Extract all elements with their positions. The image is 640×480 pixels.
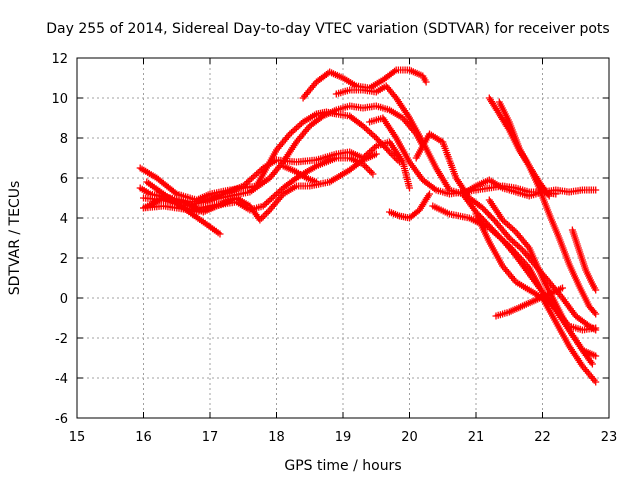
y-axis-label: SDTVAR / TECUs [7, 181, 23, 296]
chart-title: Day 255 of 2014, Sidereal Day-to-day VTE… [46, 21, 609, 37]
series-points [495, 98, 600, 318]
x-axis-label: GPS time / hours [284, 458, 401, 474]
series-points [299, 66, 430, 102]
series-pass-20 [495, 98, 600, 318]
x-tick-label: 19 [335, 430, 352, 445]
series-points [472, 210, 600, 386]
grid-lines [77, 58, 609, 418]
series-pass-7 [166, 194, 227, 216]
y-tick-label: 0 [60, 292, 68, 307]
x-tick-label: 17 [202, 430, 219, 445]
data-series [136, 66, 600, 386]
y-tick-label: 12 [51, 52, 68, 67]
y-tick-label: -2 [55, 332, 68, 347]
y-tick-label: 2 [60, 252, 68, 267]
series-points [166, 194, 227, 216]
series-pass-11 [366, 114, 560, 198]
y-tick-label: 10 [51, 92, 68, 107]
series-pass-16 [485, 196, 596, 368]
series-pass-21 [568, 226, 600, 294]
series-points [366, 114, 560, 198]
series-pass-18 [492, 284, 566, 320]
series-pass-12 [412, 130, 600, 334]
series-points [279, 162, 320, 186]
y-tick-label: 6 [60, 172, 68, 187]
y-tick-label: -4 [55, 372, 68, 387]
x-tick-label: 16 [135, 430, 152, 445]
x-tick-label: 15 [69, 430, 86, 445]
series-pass-17 [472, 210, 600, 386]
y-tick-label: -6 [55, 412, 68, 427]
series-points [386, 190, 433, 222]
x-tick-label: 22 [534, 430, 551, 445]
series-points [412, 130, 600, 334]
axis-ticks: 15 16 17 18 19 20 21 22 23 -6 -4 -2 0 2 4 6 8 10 12 [51, 52, 617, 445]
y-tick-label: 8 [60, 132, 68, 147]
series-points [492, 284, 566, 320]
series-pass-8 [279, 162, 320, 186]
x-tick-label: 21 [468, 430, 485, 445]
series-points [568, 226, 600, 294]
series-pass-9 [299, 66, 430, 102]
y-tick-label: 4 [60, 212, 68, 227]
x-tick-label: 20 [401, 430, 418, 445]
x-tick-label: 18 [268, 430, 285, 445]
series-pass-13 [386, 190, 433, 222]
series-points [485, 196, 596, 368]
x-tick-label: 23 [601, 430, 618, 445]
